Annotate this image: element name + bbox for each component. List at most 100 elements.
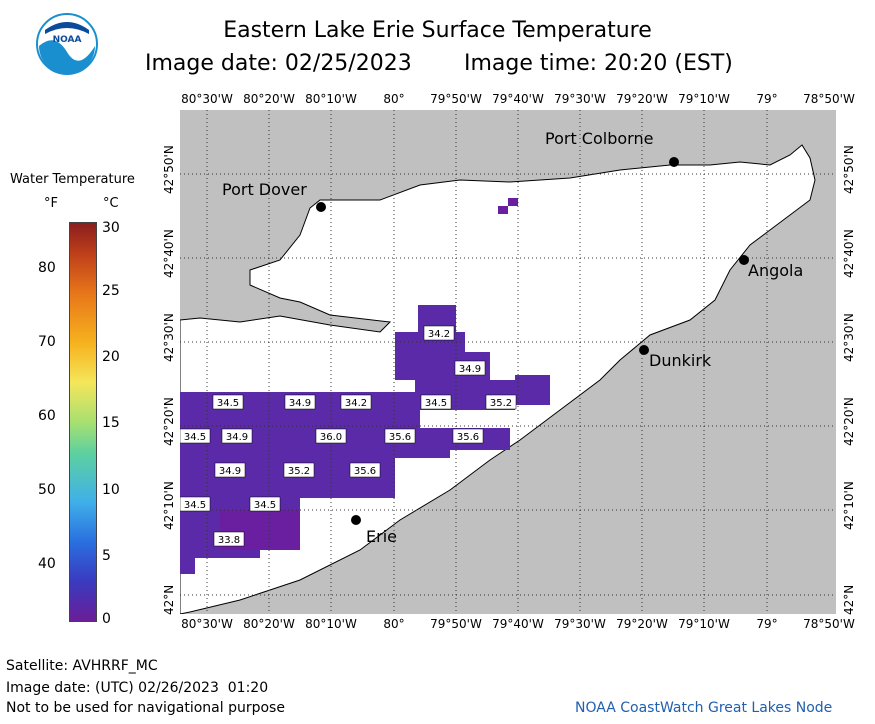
legend-f-tick: 50 — [38, 482, 56, 498]
temperature-labels: 34.2 34.9 34.5 34.9 34.2 34.5 35.2 34.5 34.9 36.0… — [180, 325, 517, 547]
legend-f-tick: 80 — [38, 260, 56, 276]
map-canvas: Port Colborne Port Dover Angola Dunkirk … — [180, 110, 836, 614]
temperature-label-box — [452, 428, 484, 444]
footer-image-date: Image date: (UTC) 02/26/2023 01:20 — [6, 680, 269, 696]
bottom-lon-label: 80°10'W — [305, 617, 357, 631]
left-lat-label: 42°40'N — [162, 229, 176, 278]
temperature-label-box — [454, 360, 486, 376]
temperature-label: 34.9 — [226, 432, 248, 443]
top-lon-label: 80° — [383, 92, 405, 106]
city-erie: Erie — [366, 527, 397, 546]
temperature-label: 35.2 — [490, 398, 512, 409]
temperature-label: 35.2 — [288, 466, 310, 477]
top-lon-label: 79° — [756, 92, 778, 106]
legend-colorbar — [69, 222, 97, 622]
angola-marker — [739, 255, 749, 265]
legend-f-tick: 70 — [38, 334, 56, 350]
top-lon-label: 80°10'W — [305, 92, 357, 106]
footer-disclaimer: Not to be used for navigational purpose — [6, 700, 285, 716]
port-dover-marker — [316, 202, 326, 212]
top-lon-label: 78°50'W — [803, 92, 855, 106]
right-lat-label: 42°N — [842, 584, 856, 615]
temperature-label-box — [420, 394, 452, 410]
left-lat-label: 42°N — [162, 584, 176, 615]
temperature-label: 34.5 — [254, 500, 276, 511]
bottom-lon-label: 79° — [756, 617, 778, 631]
temperature-label: 34.5 — [184, 500, 206, 511]
temperature-label-box — [349, 462, 381, 478]
temperature-label: 34.5 — [425, 398, 447, 409]
top-lon-label: 79°30'W — [554, 92, 606, 106]
image-time: Image time: 20:20 (EST) — [464, 51, 733, 76]
right-lat-label: 42°20'N — [842, 397, 856, 446]
temperature-label-box — [384, 428, 416, 444]
dunkirk-marker — [639, 345, 649, 355]
temperature-label: 36.0 — [320, 432, 342, 443]
temperature-label-box — [283, 462, 315, 478]
legend-title: Water Temperature — [10, 172, 135, 187]
temperature-label-box — [340, 394, 372, 410]
temperature-label-box — [212, 394, 244, 410]
port-colborne-marker — [669, 157, 679, 167]
temperature-label: 35.6 — [389, 432, 411, 443]
temperature-label-box — [214, 462, 246, 478]
page-title: Eastern Lake Erie Surface Temperature — [223, 18, 652, 43]
temperature-label: 34.9 — [459, 364, 481, 375]
temperature-label-box — [213, 531, 245, 547]
bottom-lon-label: 79°20'W — [616, 617, 668, 631]
temperature-label: 35.6 — [354, 466, 376, 477]
left-lat-label: 42°10'N — [162, 481, 176, 530]
legend-c-tick: 20 — [102, 349, 120, 365]
temperature-label: 34.2 — [345, 398, 367, 409]
city-angola: Angola — [748, 261, 803, 280]
right-lat-label: 42°50'N — [842, 145, 856, 194]
legend-unit-f: °F — [44, 196, 58, 211]
top-lon-label: 79°40'W — [492, 92, 544, 106]
temperature-label: 34.5 — [217, 398, 239, 409]
left-lat-label: 42°50'N — [162, 145, 176, 194]
legend-unit-c: °C — [103, 196, 119, 211]
city-port-colborne: Port Colborne — [545, 129, 653, 148]
temperature-label: 34.5 — [184, 432, 206, 443]
legend-f-tick: 40 — [38, 556, 56, 572]
top-lon-label: 79°50'W — [430, 92, 482, 106]
top-lon-label: 79°10'W — [678, 92, 730, 106]
temperature-label: 34.9 — [219, 466, 241, 477]
legend-c-tick: 15 — [102, 415, 120, 431]
temperature-label-box — [485, 394, 517, 410]
right-lat-label: 42°30'N — [842, 313, 856, 362]
temperature-label-box — [180, 428, 211, 444]
temperature-label: 35.6 — [457, 432, 479, 443]
top-lon-label: 79°20'W — [616, 92, 668, 106]
city-dunkirk: Dunkirk — [649, 351, 712, 370]
temperature-label: 34.2 — [428, 329, 450, 340]
legend-c-tick: 5 — [102, 548, 111, 564]
footer-satellite: Satellite: AVHRRF_MC — [6, 658, 158, 674]
bottom-lon-label: 79°50'W — [430, 617, 482, 631]
legend-c-tick: 0 — [102, 611, 111, 627]
logo-text: NOAA — [53, 35, 82, 45]
noaa-logo: NOAA — [36, 13, 98, 75]
legend-c-tick: 10 — [102, 482, 120, 498]
bottom-lon-label: 79°30'W — [554, 617, 606, 631]
bottom-lon-label: 80°30'W — [181, 617, 233, 631]
bottom-lon-label: 78°50'W — [803, 617, 855, 631]
bottom-lon-label: 79°10'W — [678, 617, 730, 631]
bottom-lon-label: 80°20'W — [243, 617, 295, 631]
erie-marker — [351, 515, 361, 525]
temperature-label-box — [221, 428, 253, 444]
temperature-label-box — [180, 496, 211, 512]
top-lon-label: 80°20'W — [243, 92, 295, 106]
image-date: Image date: 02/25/2023 — [145, 51, 412, 76]
graticule — [180, 110, 836, 614]
legend-c-tick: 25 — [102, 283, 120, 299]
footer-credit: NOAA CoastWatch Great Lakes Node — [575, 700, 833, 716]
right-lat-label: 42°40'N — [842, 229, 856, 278]
temperature-label: 33.8 — [218, 535, 240, 546]
temperature-label-box — [315, 428, 347, 444]
temperature-label-box — [423, 325, 455, 341]
legend-f-tick: 60 — [38, 408, 56, 424]
bottom-lon-label: 80° — [383, 617, 405, 631]
city-port-dover: Port Dover — [222, 180, 307, 199]
right-lat-label: 42°10'N — [842, 481, 856, 530]
